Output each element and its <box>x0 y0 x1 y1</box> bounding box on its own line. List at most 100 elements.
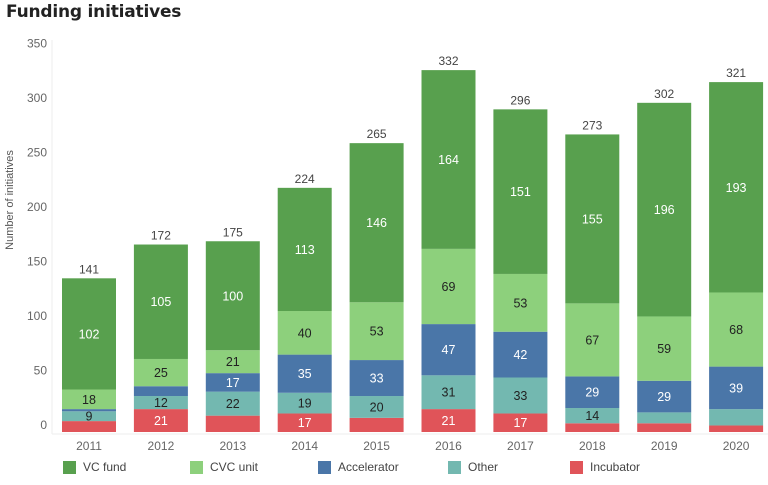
segment-value-label: 146 <box>366 216 387 230</box>
bar-segment-accelerator <box>421 324 476 376</box>
bar-segment-incubator <box>709 425 764 432</box>
bar-segment-vc-fund <box>493 109 548 274</box>
bar-segment-other <box>565 408 620 424</box>
bar-segment-incubator <box>62 421 116 432</box>
segment-value-label: 67 <box>585 333 599 347</box>
bar-segment-vc-fund <box>349 143 404 303</box>
bar-segment-other <box>421 375 476 410</box>
segment-value-label: 100 <box>222 289 243 303</box>
legend-item[interactable]: Other <box>448 460 498 474</box>
segment-value-label: 47 <box>442 343 456 357</box>
bar-segment-other <box>637 412 692 424</box>
bar-total-label: 302 <box>654 87 674 101</box>
segment-value-label: 35 <box>298 367 312 381</box>
x-tick-label: 2011 <box>76 439 102 453</box>
segment-value-label: 21 <box>442 414 456 428</box>
segment-value-label: 33 <box>513 389 527 403</box>
x-tick-label: 2017 <box>507 439 534 453</box>
bar-segment-cvc-unit <box>637 316 692 381</box>
bar-segment-accelerator <box>349 360 404 397</box>
chart-title: Funding initiatives <box>6 2 182 22</box>
bar-total-label: 141 <box>79 262 99 276</box>
segment-value-label: 25 <box>154 366 168 380</box>
segment-value-label: 21 <box>154 414 168 428</box>
bar-total-label: 265 <box>367 127 387 141</box>
bar-segment-incubator <box>565 423 620 432</box>
legend-item[interactable]: VC fund <box>63 460 126 474</box>
x-tick-label: 2012 <box>148 439 175 453</box>
y-tick-label: 300 <box>27 91 47 105</box>
segment-value-label: 20 <box>370 400 384 414</box>
bar-segment-cvc-unit <box>565 303 620 377</box>
y-tick-label: 0 <box>40 418 47 432</box>
segment-value-label: 31 <box>442 386 456 400</box>
bar-segment-cvc-unit <box>349 302 404 361</box>
bar-segment-cvc-unit <box>421 248 476 325</box>
y-tick-label: 250 <box>27 146 47 160</box>
legend-item[interactable]: CVC unit <box>190 460 258 474</box>
bar-segment-accelerator <box>205 373 260 392</box>
segment-value-label: 113 <box>295 243 315 257</box>
segment-value-label: 14 <box>585 409 599 423</box>
legend-swatch <box>318 460 331 474</box>
bar-segment-incubator <box>493 413 548 432</box>
legend-item[interactable]: Incubator <box>570 460 640 474</box>
bar-total-label: 332 <box>438 54 458 68</box>
segment-value-label: 40 <box>298 326 312 340</box>
bar-segment-other <box>133 396 188 410</box>
bar-segment-incubator <box>421 409 476 432</box>
bar-segment-other <box>349 396 404 418</box>
x-tick-label: 2016 <box>435 439 462 453</box>
bar-segment-vc-fund <box>205 241 260 351</box>
y-axis-title: Number of initiatives <box>4 150 16 250</box>
bar-segment-vc-fund <box>133 244 188 359</box>
bar-segment-vc-fund <box>709 82 764 293</box>
bar-segment-other <box>493 377 548 414</box>
bar-segment-vc-fund <box>565 134 620 304</box>
x-tick-label: 2013 <box>219 439 246 453</box>
legend-swatch <box>190 460 203 474</box>
legend-label: Other <box>468 460 499 474</box>
bar-segment-other <box>62 411 116 422</box>
bar-segment-accelerator <box>565 376 620 409</box>
bar-segment-incubator <box>277 413 332 432</box>
y-tick-label: 350 <box>27 37 47 51</box>
legend-item[interactable]: Accelerator <box>318 460 399 474</box>
bar-total-label: 296 <box>510 93 530 107</box>
segment-value-label: 17 <box>513 416 527 430</box>
segment-value-label: 105 <box>150 295 171 309</box>
segment-value-label: 29 <box>657 390 671 404</box>
bar-segment-accelerator <box>709 366 764 410</box>
segment-value-label: 17 <box>298 416 312 430</box>
y-tick-label: 100 <box>27 309 47 323</box>
x-tick-label: 2020 <box>723 439 750 453</box>
bar-segment-vc-fund <box>62 278 116 390</box>
x-tick-label: 2018 <box>579 439 606 453</box>
segment-value-label: 29 <box>585 386 599 400</box>
segment-value-label: 68 <box>729 323 743 337</box>
bar-segment-accelerator <box>133 386 188 397</box>
legend-swatch <box>570 460 583 474</box>
segment-value-label: 53 <box>513 296 527 310</box>
segment-value-label: 53 <box>370 325 384 339</box>
y-tick-label: 200 <box>27 200 47 214</box>
x-tick-label: 2014 <box>291 439 318 453</box>
segment-value-label: 22 <box>226 397 240 411</box>
bar-segment-vc-fund <box>277 187 332 312</box>
stacked-bar-chart: 0 50 100 150 200 250 300 350 Number of initiativ… <box>4 37 768 453</box>
bar-segment-cvc-unit <box>133 358 188 387</box>
legend-swatch <box>448 460 461 474</box>
segment-value-label: 155 <box>582 212 603 226</box>
chart-legend: VC fund CVC unit Accelerator Other Incubator <box>0 460 768 480</box>
segment-value-label: 39 <box>729 381 743 395</box>
bar-segment-incubator <box>637 423 692 432</box>
bar-segment-cvc-unit <box>62 389 116 410</box>
bar-total-label: 273 <box>582 118 602 132</box>
y-tick-label: 150 <box>27 255 47 269</box>
bar-segment-cvc-unit <box>493 273 548 332</box>
segment-value-label: 196 <box>654 203 675 217</box>
bar-segment-other <box>277 392 332 414</box>
segment-value-label: 9 <box>86 410 93 424</box>
segment-value-label: 102 <box>79 327 100 341</box>
legend-label: Accelerator <box>338 460 399 474</box>
